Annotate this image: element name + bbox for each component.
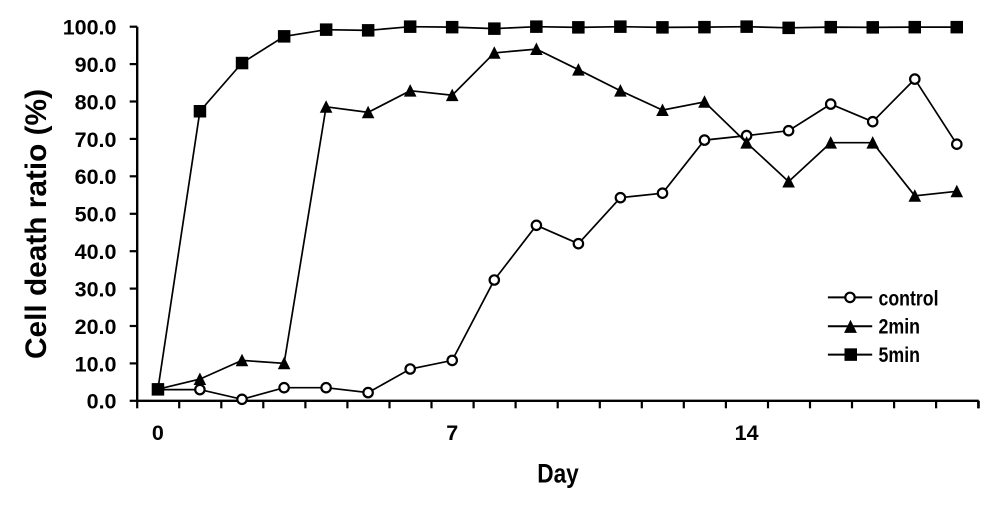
svg-text:10.0: 10.0	[75, 352, 117, 376]
svg-text:100.0: 100.0	[63, 16, 117, 40]
svg-text:30.0: 30.0	[75, 278, 117, 302]
svg-text:80.0: 80.0	[75, 90, 117, 114]
svg-text:7: 7	[446, 421, 458, 445]
svg-text:Cell death ratio (%): Cell death ratio (%)	[20, 89, 53, 359]
svg-text:Day: Day	[537, 459, 579, 489]
svg-text:90.0: 90.0	[75, 53, 117, 77]
svg-text:2min: 2min	[879, 315, 921, 339]
svg-text:50.0: 50.0	[75, 203, 117, 227]
svg-text:40.0: 40.0	[75, 240, 117, 264]
svg-text:20.0: 20.0	[75, 315, 117, 339]
svg-text:14: 14	[735, 421, 759, 445]
svg-text:60.0: 60.0	[75, 165, 117, 189]
svg-text:70.0: 70.0	[75, 128, 117, 152]
svg-text:5min: 5min	[879, 343, 921, 367]
svg-text:control: control	[879, 286, 939, 310]
svg-text:0: 0	[152, 421, 164, 445]
svg-text:0.0: 0.0	[87, 390, 117, 414]
